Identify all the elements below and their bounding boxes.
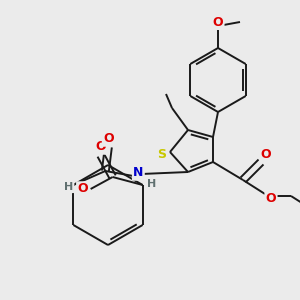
Text: O: O [95, 140, 106, 154]
Text: O: O [261, 148, 271, 160]
Text: N: N [133, 167, 143, 179]
Text: H: H [147, 179, 156, 189]
Text: O: O [266, 191, 276, 205]
Text: O: O [103, 133, 114, 146]
Text: O: O [77, 182, 88, 196]
Text: H: H [64, 182, 73, 192]
Text: O: O [213, 16, 223, 28]
Text: S: S [158, 148, 166, 160]
